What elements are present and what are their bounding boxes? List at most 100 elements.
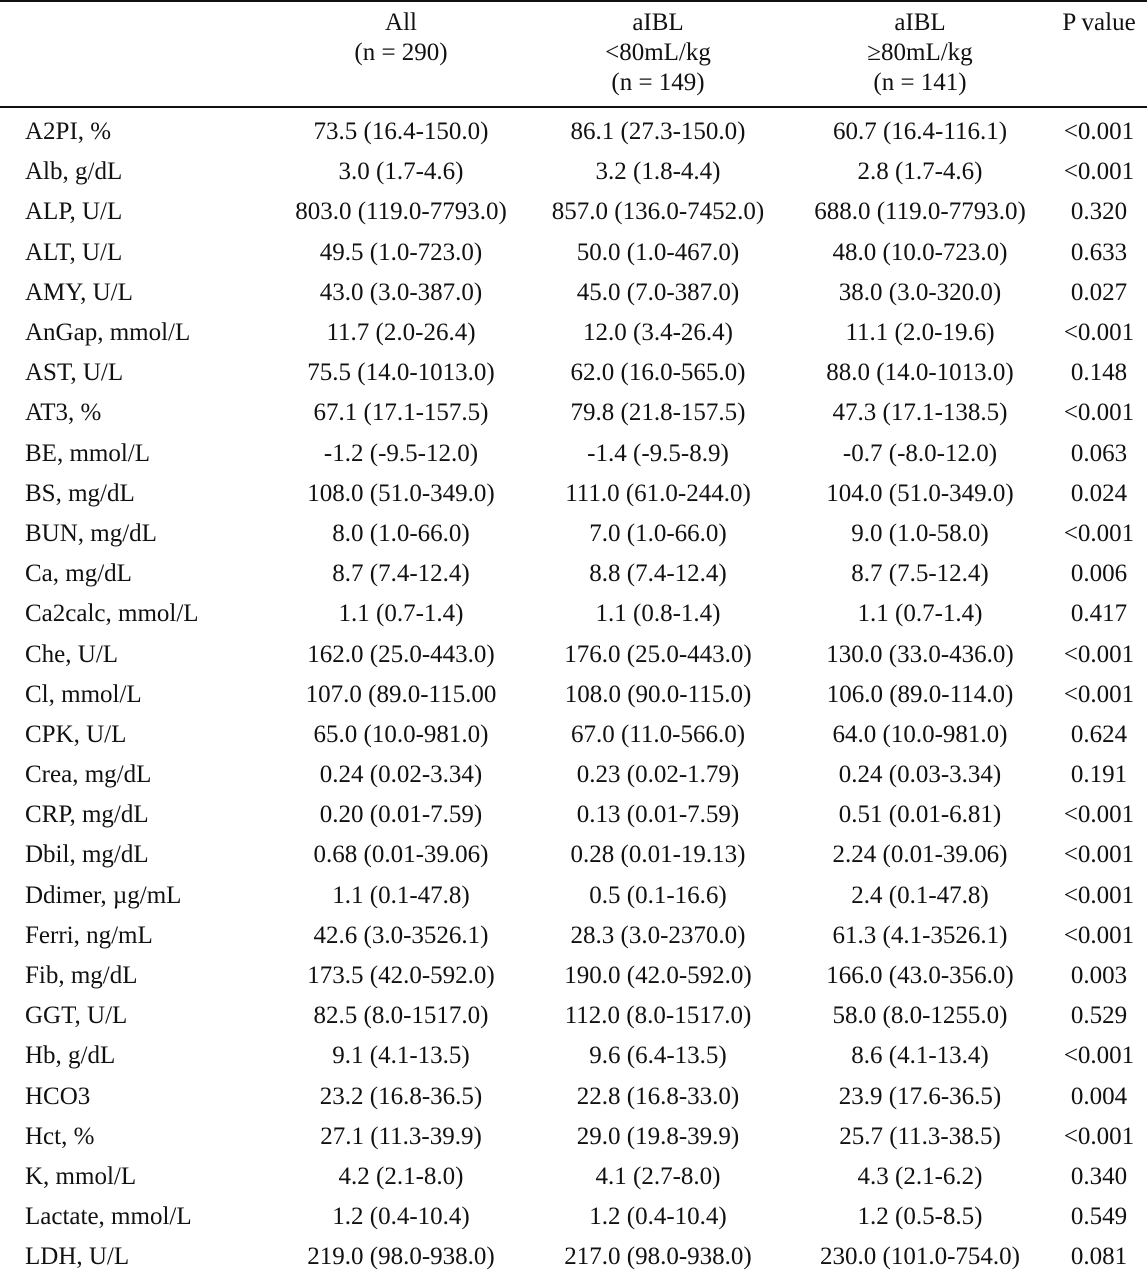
aibl-above-80-value-cell: 1.2 (0.5-8.5) — [857, 1203, 983, 1231]
all-value-cell: 42.6 (3.0-3526.1) — [313, 921, 489, 949]
aibl-above-80-value-cell: 47.3 (17.1-138.5) — [832, 399, 1008, 427]
p-value-cell: 0.081 — [1070, 1243, 1128, 1271]
variable-name-cell: Ca, mg/dL — [25, 560, 132, 588]
table-row: BE, mmol/L -1.2 (-9.5-12.0) -1.4 (-9.5-8.9… — [0, 434, 1147, 474]
aibl-above-80-value-cell: 11.1 (2.0-19.6) — [845, 319, 995, 347]
table-row: Ferri, ng/mL 42.6 (3.0-3526.1) 28.3 (3.0-2… — [0, 916, 1147, 956]
aibl-above-80-value-cell: 104.0 (51.0-349.0) — [826, 479, 1014, 507]
aibl-above-80-value-cell: 130.0 (33.0-436.0) — [826, 640, 1014, 668]
aibl-below-80-value-cell: 50.0 (1.0-467.0) — [576, 238, 740, 266]
aibl-above-80-value-cell: 58.0 (8.0-1255.0) — [832, 1002, 1008, 1030]
all-value-cell: 108.0 (51.0-349.0) — [307, 479, 495, 507]
p-value-cell: <0.001 — [1063, 1122, 1135, 1150]
aibl-above-80-value-cell: 23.9 (17.6-36.5) — [838, 1082, 1002, 1110]
p-value-cell: <0.001 — [1063, 118, 1135, 146]
table-row: AMY, U/L 43.0 (3.0-387.0) 45.0 (7.0-387.0)… — [0, 273, 1147, 313]
all-value-cell: 75.5 (14.0-1013.0) — [307, 359, 495, 387]
p-value-cell: <0.001 — [1063, 640, 1135, 668]
table-row: Crea, mg/dL 0.24 (0.02-3.34) 0.23 (0.02-1.… — [0, 755, 1147, 795]
table-row: A2PI, % 73.5 (16.4-150.0) 86.1 (27.3-150.0… — [0, 107, 1147, 152]
variable-name-cell: Lactate, mmol/L — [25, 1203, 192, 1231]
variable-name-cell: Hct, % — [25, 1122, 95, 1150]
table-row: Cl, mmol/L 107.0 (89.0-115.00 108.0 (90.0-… — [0, 675, 1147, 715]
aibl-above-80-value-cell: 4.3 (2.1-6.2) — [857, 1162, 983, 1190]
all-value-cell: 43.0 (3.0-387.0) — [319, 278, 483, 306]
table-row: ALT, U/L 49.5 (1.0-723.0) 50.0 (1.0-467.0)… — [0, 233, 1147, 273]
variable-name-cell: Che, U/L — [25, 640, 119, 668]
variable-name-cell: ALT, U/L — [25, 238, 123, 266]
aibl-above-80-value-cell: 61.3 (4.1-3526.1) — [832, 921, 1008, 949]
aibl-below-80-value-cell: 111.0 (61.0-244.0) — [565, 479, 751, 507]
all-value-cell: 4.2 (2.1-8.0) — [338, 1162, 464, 1190]
all-value-cell: 1.2 (0.4-10.4) — [332, 1203, 470, 1231]
table-row: Ca2calc, mmol/L 1.1 (0.7-1.4) 1.1 (0.8-1.4… — [0, 594, 1147, 634]
p-value-cell: <0.001 — [1063, 841, 1135, 869]
header-line: <80mL/kg — [605, 39, 711, 66]
variable-name-cell: HCO3 — [25, 1082, 91, 1110]
aibl-below-80-value-cell: 29.0 (19.8-39.9) — [576, 1122, 740, 1150]
variable-name-cell: BE, mmol/L — [25, 439, 150, 467]
variable-name-cell: A2PI, % — [25, 118, 112, 146]
aibl-below-80-value-cell: 86.1 (27.3-150.0) — [570, 118, 746, 146]
header-line: (n = 290) — [354, 39, 448, 66]
aibl-below-80-value-cell: 79.8 (21.8-157.5) — [570, 399, 746, 427]
aibl-above-80-value-cell: 38.0 (3.0-320.0) — [838, 278, 1002, 306]
header-line: (n = 149) — [611, 69, 705, 96]
p-value-cell: 0.549 — [1070, 1203, 1128, 1231]
variable-name-cell: Cl, mmol/L — [25, 680, 142, 708]
aibl-below-80-value-cell: 176.0 (25.0-443.0) — [564, 640, 752, 668]
all-value-cell: 8.0 (1.0-66.0) — [332, 519, 470, 547]
p-value-cell: <0.001 — [1063, 519, 1135, 547]
aibl-above-80-value-cell: 688.0 (119.0-7793.0) — [814, 198, 1026, 226]
aibl-below-80-value-cell: 0.13 (0.01-7.59) — [576, 801, 740, 829]
table-row: Alb, g/dL 3.0 (1.7-4.6) 3.2 (1.8-4.4) 2.8 (… — [0, 152, 1147, 192]
p-value-cell: 0.006 — [1070, 560, 1128, 588]
aibl-above-80-value-cell: 64.0 (10.0-981.0) — [832, 720, 1008, 748]
variable-name-cell: AT3, % — [25, 399, 102, 427]
variable-name-cell: Fib, mg/dL — [25, 962, 138, 990]
variable-name-cell: AST, U/L — [25, 359, 124, 387]
all-value-cell: 8.7 (7.4-12.4) — [332, 560, 470, 588]
p-value-cell: 0.340 — [1070, 1162, 1128, 1190]
variable-name-cell: Hb, g/dL — [25, 1042, 116, 1070]
aibl-above-80-value-cell: -0.7 (-8.0-12.0) — [842, 439, 998, 467]
p-value-cell: 0.624 — [1070, 720, 1128, 748]
header-line: (n = 141) — [873, 69, 967, 96]
aibl-below-80-value-cell: 108.0 (90.0-115.0) — [564, 680, 752, 708]
aibl-above-80-value-cell: 1.1 (0.7-1.4) — [857, 600, 983, 628]
table-row: BS, mg/dL 108.0 (51.0-349.0) 111.0 (61.0-2… — [0, 474, 1147, 514]
table-row: CPK, U/L 65.0 (10.0-981.0) 67.0 (11.0-566.… — [0, 715, 1147, 755]
aibl-above-80-value-cell: 60.7 (16.4-116.1) — [832, 118, 1008, 146]
aibl-above-80-value-cell: 0.24 (0.03-3.34) — [838, 761, 1002, 789]
aibl-below-80-value-cell: 67.0 (11.0-566.0) — [570, 720, 746, 748]
aibl-below-80-value-cell: 7.0 (1.0-66.0) — [589, 519, 727, 547]
aibl-above-80-value-cell: 166.0 (43.0-356.0) — [826, 962, 1014, 990]
all-value-cell: 219.0 (98.0-938.0) — [307, 1243, 495, 1271]
all-value-cell: 162.0 (25.0-443.0) — [307, 640, 495, 668]
aibl-below-80-value-cell: 0.5 (0.1-16.6) — [589, 881, 727, 909]
all-value-cell: 67.1 (17.1-157.5) — [313, 399, 489, 427]
table-row: Hb, g/dL 9.1 (4.1-13.5) 9.6 (6.4-13.5) 8.6 … — [0, 1036, 1147, 1076]
p-value-cell: <0.001 — [1063, 680, 1135, 708]
table-row: AST, U/L 75.5 (14.0-1013.0) 62.0 (16.0-565… — [0, 353, 1147, 393]
header-line: aIBL — [894, 9, 946, 36]
p-value-cell: 0.633 — [1070, 238, 1128, 266]
aibl-above-80-value-cell: 25.7 (11.3-38.5) — [839, 1122, 1001, 1150]
header-line: ≥80mL/kg — [867, 39, 973, 66]
aibl-below-80-value-cell: 190.0 (42.0-592.0) — [564, 962, 752, 990]
aibl-above-80-value-cell: 2.4 (0.1-47.8) — [851, 881, 989, 909]
all-value-cell: 173.5 (42.0-592.0) — [307, 962, 495, 990]
all-column-header: All (n = 290) — [275, 1, 527, 107]
table-body: A2PI, % 73.5 (16.4-150.0) 86.1 (27.3-150.0… — [0, 107, 1147, 1277]
p-value-cell: 0.024 — [1070, 479, 1128, 507]
table-row: LDH, U/L 219.0 (98.0-938.0) 217.0 (98.0-93… — [0, 1237, 1147, 1277]
all-value-cell: 0.68 (0.01-39.06) — [313, 841, 489, 869]
aibl-below-80-value-cell: 857.0 (136.0-7452.0) — [551, 198, 765, 226]
table-row: GGT, U/L 82.5 (8.0-1517.0) 112.0 (8.0-1517… — [0, 996, 1147, 1036]
aibl-below-80-value-cell: 9.6 (6.4-13.5) — [589, 1042, 727, 1070]
table-row: AT3, % 67.1 (17.1-157.5) 79.8 (21.8-157.5)… — [0, 393, 1147, 433]
header-line: aIBL — [632, 9, 684, 36]
variable-name-cell: CPK, U/L — [25, 720, 127, 748]
p-value-cell: 0.417 — [1070, 600, 1128, 628]
